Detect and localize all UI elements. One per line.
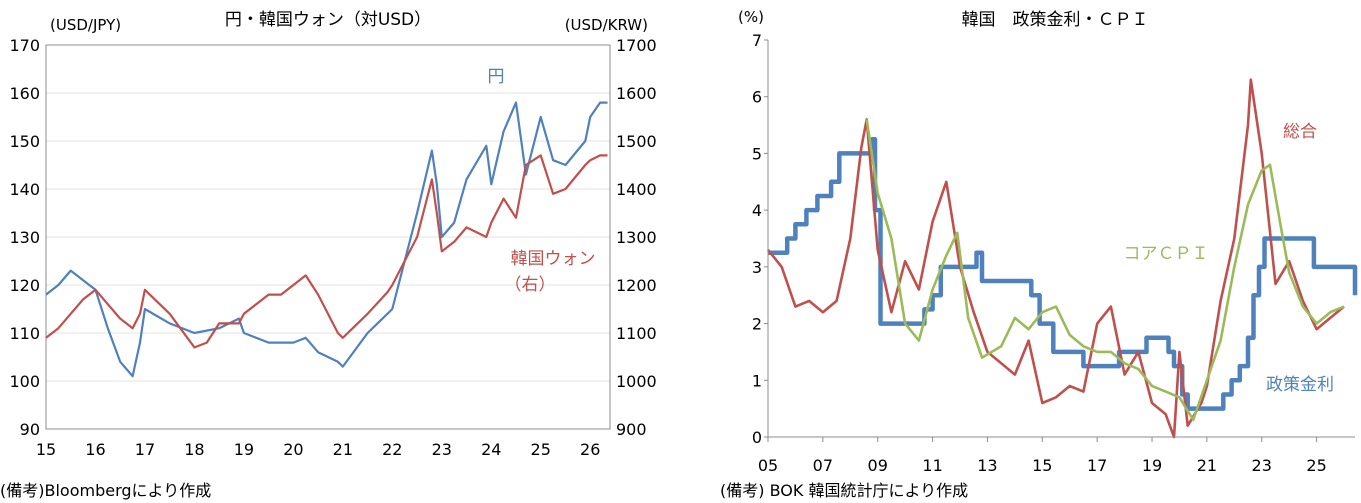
fx-right-tick-label: 1400 (616, 180, 657, 199)
fx-x-tick-label: 23 (432, 440, 452, 459)
fx-x-tick-label: 18 (184, 440, 204, 459)
rate-x-tick-label: 07 (813, 456, 833, 475)
rate-x-tick-label: 25 (1306, 456, 1326, 475)
fx-left-tick-label: 160 (9, 84, 40, 103)
fx-series-group (45, 101, 608, 378)
rate-x-tick-label: 23 (1252, 456, 1272, 475)
fx-x-tick-label: 24 (481, 440, 501, 459)
rate-x-tick-label: 19 (1142, 456, 1162, 475)
fx-chart-title: 円・韓国ウォン（対USD） (225, 10, 431, 30)
rate-x-tick-label: 17 (1087, 456, 1107, 475)
rate-x-tick-label: 21 (1197, 456, 1217, 475)
fx-legend-won-right-axis: （右） (505, 275, 556, 295)
rate-chart-title: 韓国 政策金利・ＣＰＩ (962, 10, 1149, 30)
fx-left-tick-label: 90 (20, 420, 40, 439)
fx-right-axis-ticks: 900 1000 1100 1200 1300 1400 1500 1600 1700 (616, 36, 657, 439)
fx-right-unit-label: (USD/KRW) (565, 16, 648, 34)
fx-x-tick-label: 22 (382, 440, 402, 459)
rate-gridlines (764, 39, 1318, 442)
fx-x-tick-label: 25 (531, 440, 551, 459)
rate-y-tick-label: 5 (752, 144, 762, 163)
fx-legend-won: 韓国ウォン (511, 249, 596, 269)
fx-right-tick-label: 1500 (616, 132, 657, 151)
fx-chart: 90 100 110 120 130 140 150 160 170 900 1000 1100 12… (0, 10, 657, 500)
rate-series-headline-cpi-line (766, 78, 1345, 439)
fx-x-tick-label: 21 (333, 440, 353, 459)
rate-series-policy-rate-line (768, 137, 1358, 411)
fx-x-tick-label: 20 (283, 440, 303, 459)
fx-legend-yen: 円 (488, 67, 505, 87)
fx-x-tick-label: 17 (135, 440, 155, 459)
rate-y-tick-label: 7 (752, 31, 762, 50)
rate-x-tick-label: 13 (977, 456, 997, 475)
fx-left-tick-label: 140 (9, 180, 40, 199)
rate-y-tick-label: 4 (752, 201, 762, 220)
rate-x-tick-label: 15 (1032, 456, 1052, 475)
rate-legend-policy-rate: 政策金利 (1266, 375, 1334, 395)
fx-x-axis-ticks: 15 16 17 18 19 20 21 22 23 24 25 26 (36, 440, 601, 459)
fx-right-tick-label: 1600 (616, 84, 657, 103)
rate-x-tick-label: 05 (758, 456, 778, 475)
fx-right-tick-label: 1000 (616, 372, 657, 391)
fx-left-tick-label: 130 (9, 228, 40, 247)
rate-series-group (766, 78, 1358, 439)
rate-x-tick-label: 11 (922, 456, 942, 475)
fx-left-tick-label: 110 (9, 324, 40, 343)
fx-right-tick-label: 1200 (616, 276, 657, 295)
rate-y-tick-label: 0 (752, 428, 762, 447)
fx-right-tick-label: 1700 (616, 36, 657, 55)
fx-plot-frame (45, 44, 611, 430)
fx-right-tick-label: 1100 (616, 324, 657, 343)
rate-unit-label: (%) (738, 8, 764, 26)
fx-x-tick-label: 26 (580, 440, 600, 459)
fx-source-note: (備考)Bloombergにより作成 (0, 481, 211, 500)
rate-y-tick-label: 6 (752, 88, 762, 107)
rate-x-tick-label: 09 (868, 456, 888, 475)
rate-source-note: (備考) BOK 韓国統計庁により作成 (720, 481, 968, 500)
fx-left-unit-label: (USD/JPY) (50, 16, 121, 34)
fx-x-tick-label: 16 (85, 440, 105, 459)
fx-right-tick-label: 900 (616, 420, 647, 439)
rate-y-tick-label: 2 (752, 315, 762, 334)
fx-left-tick-label: 170 (9, 36, 40, 55)
fx-series-won-line (45, 154, 608, 349)
fx-x-tick-label: 19 (234, 440, 254, 459)
rate-series-core-cpi-line (865, 119, 1345, 422)
fx-x-tick-label: 15 (36, 440, 56, 459)
rate-legend-core-cpi: コアＣＰＩ (1124, 244, 1209, 264)
rate-y-tick-label: 1 (752, 371, 762, 390)
fx-left-tick-label: 120 (9, 276, 40, 295)
fx-right-tick-label: 1300 (616, 228, 657, 247)
rate-y-tick-label: 3 (752, 258, 762, 277)
fx-left-axis-ticks: 90 100 110 120 130 140 150 160 170 (9, 36, 40, 439)
fx-left-tick-label: 150 (9, 132, 40, 151)
fx-left-tick-label: 100 (9, 372, 40, 391)
rate-y-axis-ticks: 0 1 2 3 4 5 6 7 (752, 31, 762, 447)
fx-series-yen-line (45, 101, 608, 378)
fx-gridlines (46, 92, 610, 382)
rate-x-axis-ticks: 05 07 09 11 13 15 17 19 21 23 25 (758, 456, 1327, 475)
rate-legend-headline-cpi: 総合 (1283, 122, 1317, 142)
